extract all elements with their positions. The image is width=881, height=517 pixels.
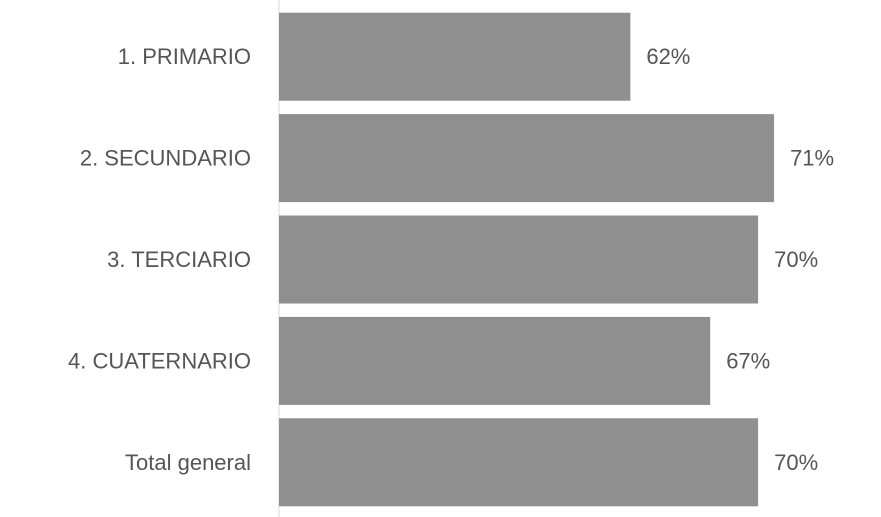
value-label-4: 67% (726, 348, 770, 373)
bar-2 (279, 114, 775, 203)
category-label-5: Total general (125, 450, 251, 475)
value-label-2: 71% (790, 146, 834, 171)
category-label-3: 3. TERCIARIO (107, 247, 251, 272)
category-label-2: 2. SECUNDARIO (80, 146, 251, 171)
bars-group (279, 12, 775, 507)
category-label-1: 1. PRIMARIO (118, 44, 251, 69)
bar-1 (279, 12, 631, 101)
bar-4 (279, 316, 711, 405)
value-label-1: 62% (646, 44, 690, 69)
bar-5 (279, 418, 759, 507)
value-label-3: 70% (774, 247, 818, 272)
value-labels-group: 62% 71% 70% 67% 70% (646, 44, 834, 475)
bar-3 (279, 215, 759, 304)
category-label-4: 4. CUATERNARIO (68, 348, 251, 373)
category-labels-group: 1. PRIMARIO 2. SECUNDARIO 3. TERCIARIO 4. C… (68, 44, 251, 475)
value-label-5: 70% (774, 450, 818, 475)
